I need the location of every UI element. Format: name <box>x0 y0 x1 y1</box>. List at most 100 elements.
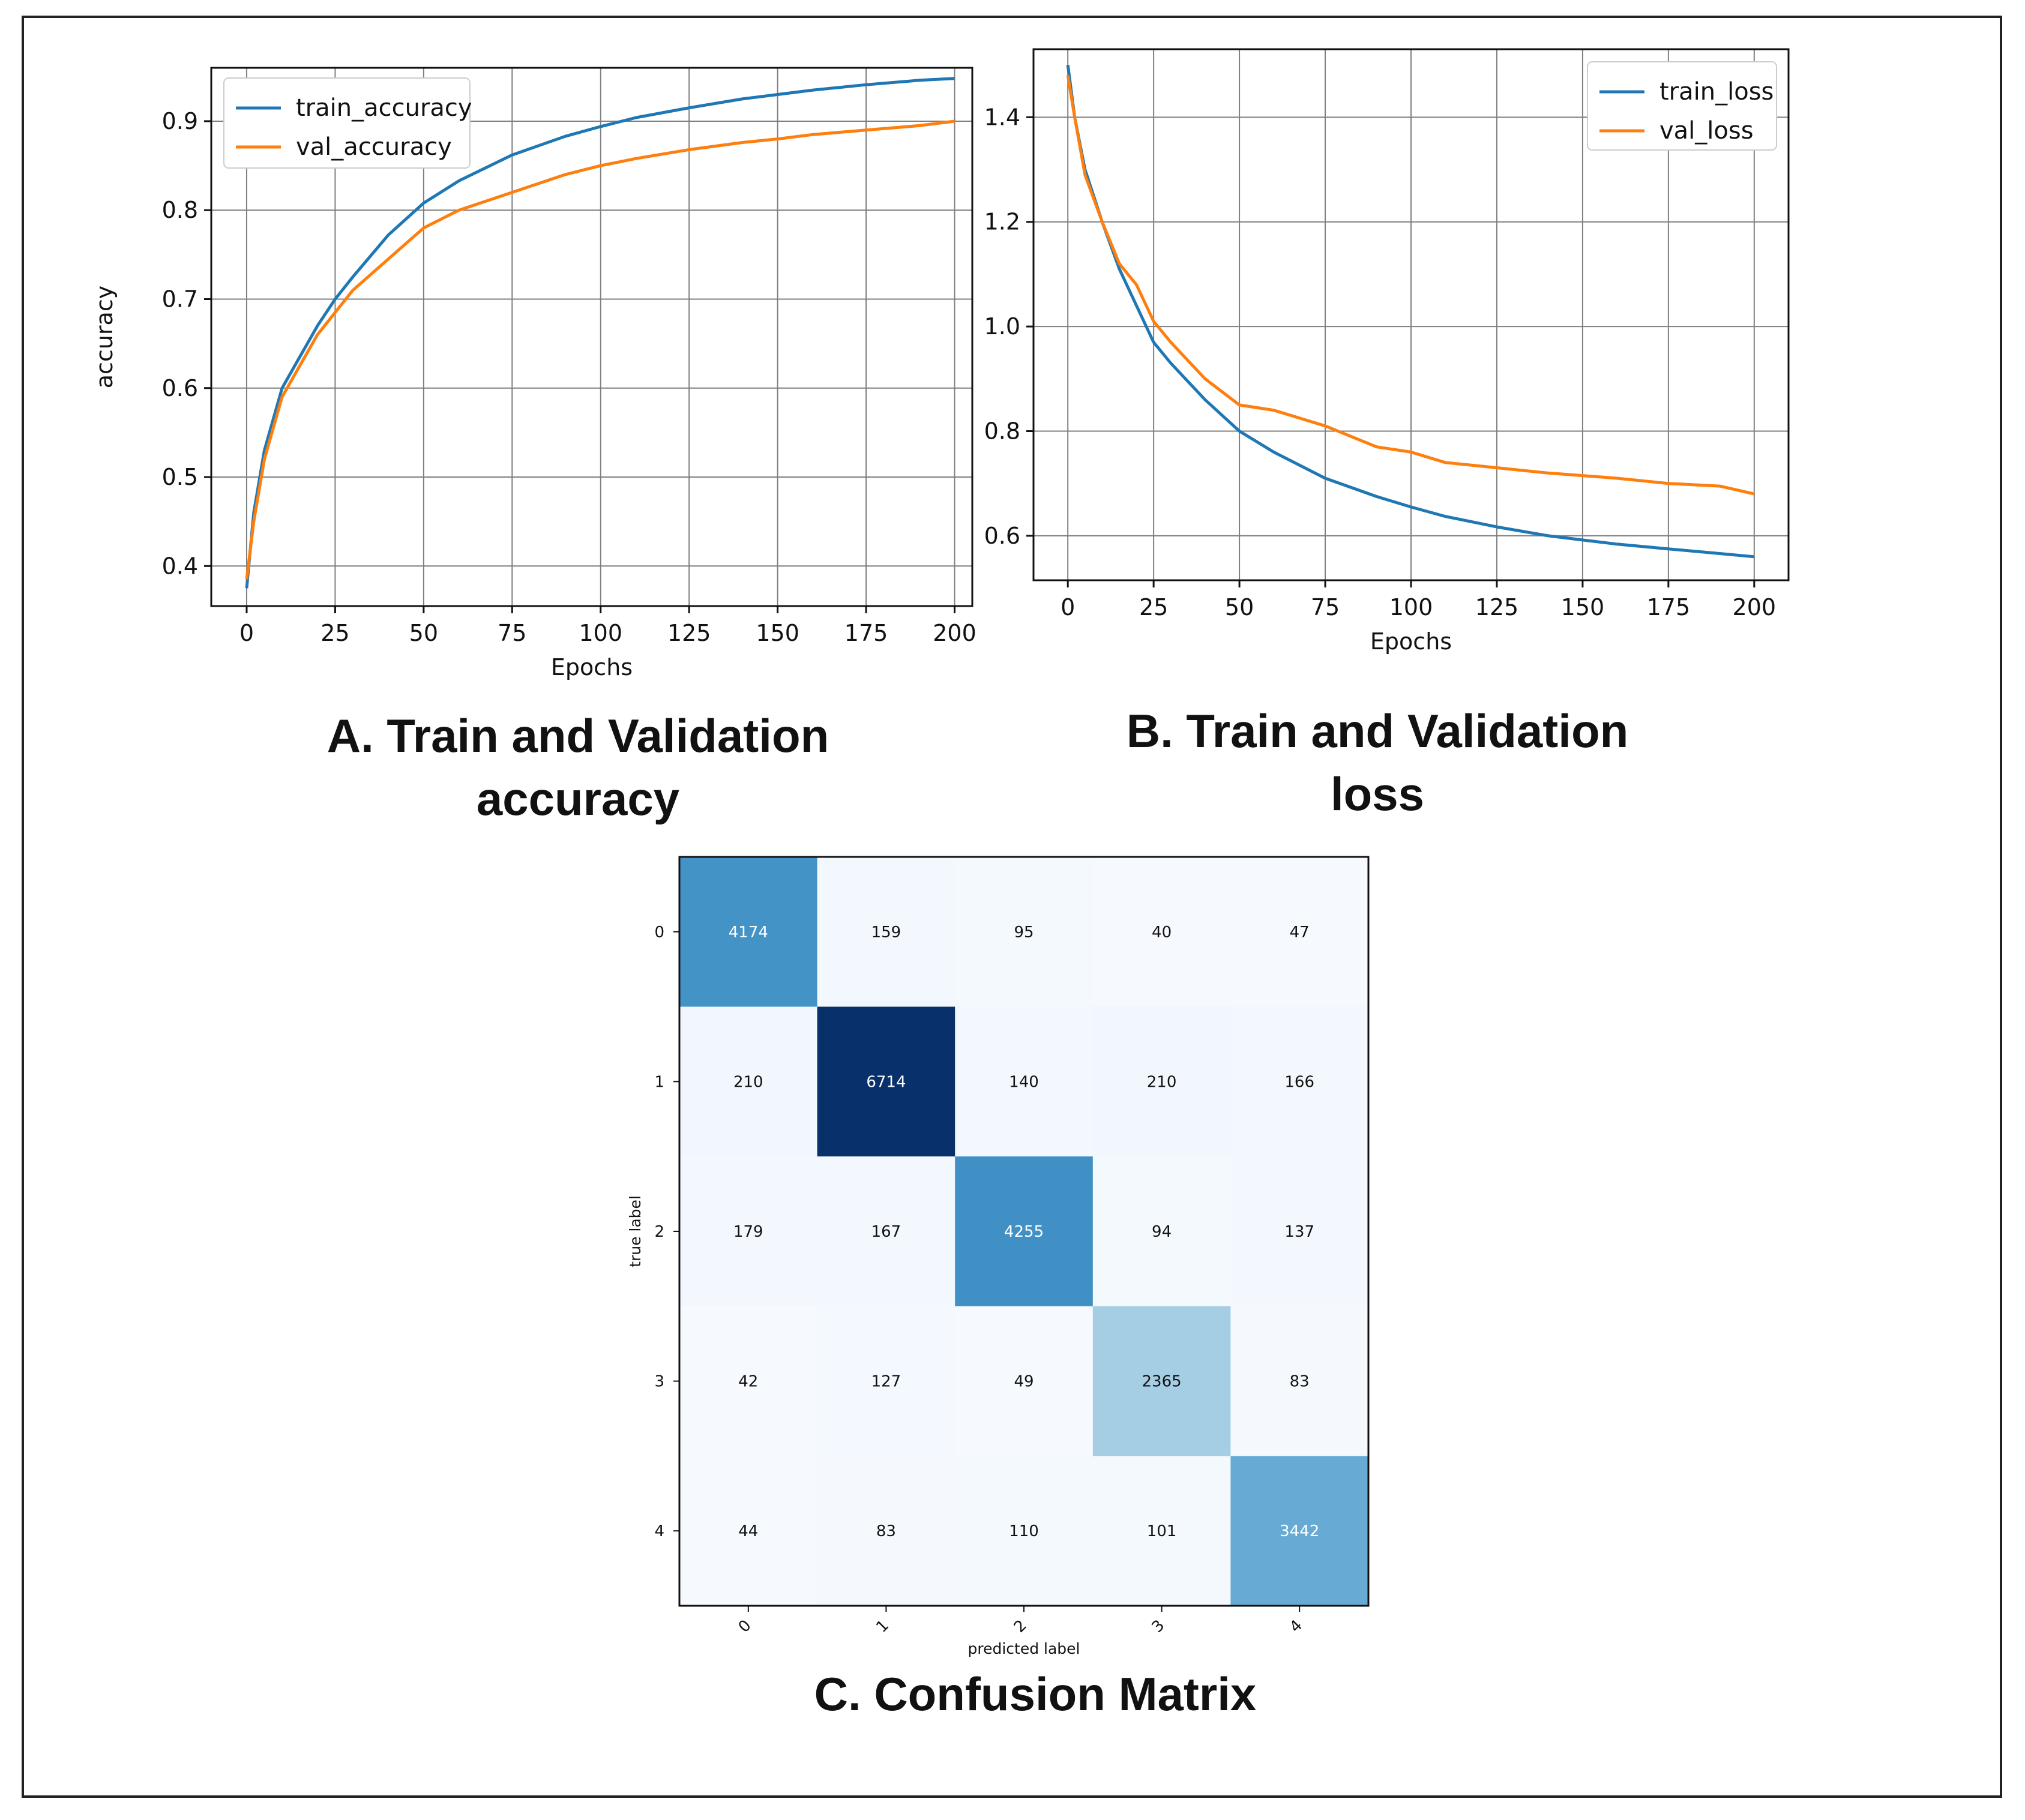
x-tick-label: 100 <box>1389 594 1433 620</box>
matrix-cell <box>1092 1306 1231 1456</box>
legend-label: train_loss <box>1659 78 1774 106</box>
x-tick-label: 50 <box>1225 594 1254 620</box>
matrix-cell-value: 95 <box>1014 924 1034 942</box>
series-line-val-accuracy <box>245 119 955 580</box>
accuracy-panel-title-line2: accuracy <box>477 772 679 825</box>
matrix-cell <box>1230 1456 1369 1606</box>
matrix-cell-value: 42 <box>738 1373 758 1391</box>
legend-label: train_accuracy <box>296 94 472 122</box>
matrix-cell-value: 101 <box>1147 1522 1177 1540</box>
x-tick-label: 50 <box>409 620 438 646</box>
x-tick-label: 125 <box>1475 594 1519 620</box>
x-tick-label: 200 <box>1733 594 1777 620</box>
matrix-cell-value: 44 <box>738 1522 758 1540</box>
matrix-cell <box>817 1456 955 1606</box>
x-tick-label: 3 <box>1148 1617 1168 1636</box>
x-tick-label: 150 <box>1561 594 1605 620</box>
matrix-cell-value: 49 <box>1014 1373 1034 1391</box>
matrix-cell <box>955 857 1094 1008</box>
x-tick-label: 100 <box>579 620 622 646</box>
matrix-cell-value: 83 <box>1290 1373 1310 1391</box>
x-tick-label: 0 <box>239 620 254 646</box>
matrix-cell-value: 4255 <box>1004 1223 1044 1241</box>
x-tick-label: 125 <box>667 620 711 646</box>
x-tick-label: 25 <box>320 620 349 646</box>
matrix-cell <box>679 857 818 1008</box>
y-tick-label: 1.2 <box>984 209 1020 235</box>
x-tick-label: 175 <box>844 620 888 646</box>
y-tick-label: 0.6 <box>984 523 1020 549</box>
legend-box <box>1587 61 1777 151</box>
matrix-cell-value: 167 <box>871 1223 901 1241</box>
y-tick-label: 0.7 <box>162 286 198 312</box>
legend-box <box>223 77 471 169</box>
matrix-cell-value: 2365 <box>1142 1373 1182 1391</box>
y-tick-label: 0.6 <box>162 375 198 401</box>
accuracy-panel-title-line1: A. Train and Validation <box>327 709 829 762</box>
matrix-cell-value: 140 <box>1009 1073 1039 1091</box>
y-tick-label: 0.4 <box>162 553 198 579</box>
matrix-cell <box>679 1006 818 1157</box>
series-line-val-loss <box>1066 75 1755 496</box>
matrix-cell-value: 127 <box>871 1373 901 1391</box>
matrix-cell-value: 166 <box>1284 1073 1314 1091</box>
loss-panel-title-line2: loss <box>1331 767 1424 820</box>
matrix-cell <box>817 1156 955 1307</box>
loss-x-axis-label: Epochs <box>1370 628 1452 655</box>
matrix-cell-value: 47 <box>1290 924 1310 942</box>
figure-frame <box>22 16 2002 1798</box>
x-tick-label: 0 <box>1061 594 1075 620</box>
accuracy-y-axis-label: accuracy <box>91 286 118 388</box>
matrix-cell <box>679 1456 818 1606</box>
matrix-cell-value: 6714 <box>866 1073 906 1091</box>
x-tick-label: 2 <box>1011 1617 1031 1636</box>
x-tick-label: 1 <box>873 1617 892 1636</box>
matrix-cell <box>955 1006 1094 1157</box>
matrix-cell-value: 179 <box>733 1223 763 1241</box>
matrix-cell-value: 159 <box>871 924 901 942</box>
series-line-train-accuracy <box>245 77 955 589</box>
matrix-cell <box>1092 1006 1231 1157</box>
y-tick-label: 0.8 <box>984 418 1020 445</box>
y-tick-label: 0.5 <box>162 464 198 490</box>
y-tick-label: 0.9 <box>162 108 198 134</box>
y-tick-label: 1.0 <box>984 313 1020 340</box>
matrix-cell-value: 210 <box>1147 1073 1177 1091</box>
matrix-cell <box>955 1156 1094 1307</box>
matrix-cell <box>1092 1156 1231 1307</box>
x-tick-label: 75 <box>1311 594 1340 620</box>
x-tick-label: 0 <box>735 1617 755 1636</box>
matrix-cell <box>1230 1156 1369 1307</box>
x-tick-label: 25 <box>1139 594 1168 620</box>
x-tick-label: 75 <box>498 620 526 646</box>
accuracy-x-axis-label: Epochs <box>551 654 633 680</box>
loss-chart: 0 25 50 75 100 125 150 175 200 0.6 0.8 1.0 1.2 1.4 Ep… <box>984 48 1790 655</box>
y-tick-label: 0.8 <box>162 197 198 223</box>
matrix-cell-value: 40 <box>1152 924 1172 942</box>
matrix-cell-value: 83 <box>876 1522 896 1540</box>
matrix-cell-value: 210 <box>733 1073 763 1091</box>
loss-legend: train_loss val_loss <box>1587 61 1777 151</box>
y-tick-label: 1 <box>654 1073 664 1091</box>
legend-label: val_loss <box>1659 117 1754 145</box>
matrix-cell <box>817 1306 955 1456</box>
loss-panel-title-line1: B. Train and Validation <box>1127 704 1628 757</box>
y-tick-label: 1.4 <box>984 104 1020 130</box>
accuracy-chart: 0 25 50 75 100 125 150 175 200 0.4 0.5 0.6 0.7 0.8 0.9… <box>91 67 976 680</box>
matrix-cell-value: 110 <box>1009 1522 1039 1540</box>
y-tick-label: 3 <box>654 1373 664 1391</box>
matrix-cell <box>1230 1006 1369 1157</box>
matrix-cell <box>817 1006 955 1157</box>
x-tick-label: 4 <box>1286 1617 1306 1636</box>
x-tick-label: 200 <box>933 620 976 646</box>
x-tick-label: 150 <box>756 620 799 646</box>
matrix-cell <box>679 1306 818 1456</box>
y-tick-label: 2 <box>654 1223 664 1241</box>
y-tick-label: 4 <box>654 1522 664 1540</box>
matrix-cell <box>955 1456 1094 1606</box>
accuracy-legend: train_accuracy val_accuracy <box>223 77 472 169</box>
y-tick-label: 0 <box>654 924 664 942</box>
confusion-y-axis-label: true label <box>627 1195 644 1267</box>
